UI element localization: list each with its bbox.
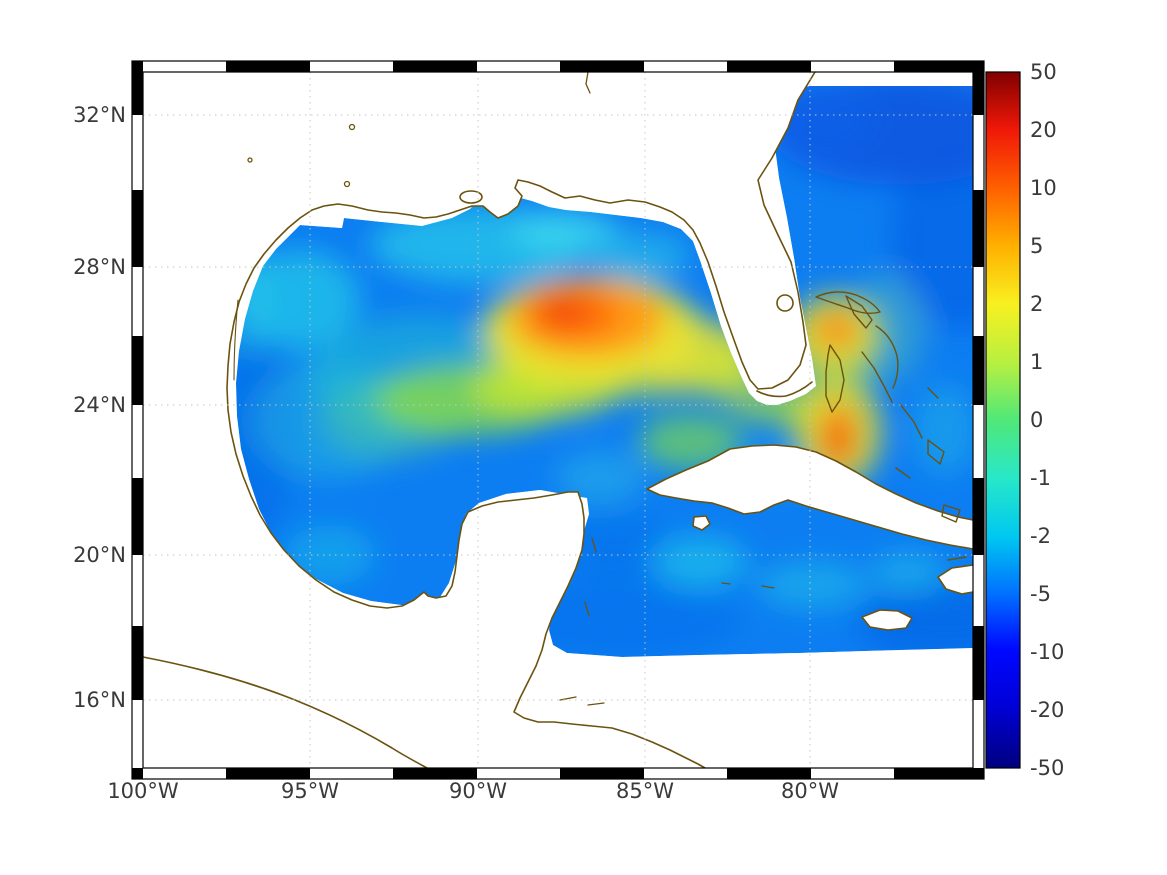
lon-tick-label: 85°W [616, 779, 674, 803]
colorbar-tick-labels: 50 20 10 5 2 1 0 -1 -2 -5 -10 -20 -50 [1030, 60, 1064, 780]
colorbar-tick-label: 50 [1030, 60, 1057, 84]
lat-tick-label: 20°N [73, 543, 126, 567]
colorbar-tick-label: -20 [1030, 698, 1064, 722]
lake-okeechobee [776, 294, 794, 312]
small-islands-and-lakes [247, 71, 775, 706]
colorbar-tick-label: -50 [1030, 756, 1064, 780]
lon-axis-labels: 100°W 95°W 90°W 85°W 80°W [107, 779, 839, 803]
colorbar-tick-label: -1 [1030, 466, 1051, 490]
lat-axis-labels: 32°N 28°N 24°N 20°N 16°N [73, 103, 126, 712]
colorbar-tick-label: -2 [1030, 524, 1051, 548]
colorbar-tick-label: 5 [1030, 234, 1043, 258]
colorbar-tick-label: 0 [1030, 408, 1043, 432]
graticule-layer [143, 72, 973, 768]
colorbar: 50 20 10 5 2 1 0 -1 -2 -5 -10 -20 -50 [985, 60, 1064, 780]
lon-tick-label: 90°W [449, 779, 507, 803]
coastline-texas-lagoon [233, 299, 239, 381]
coastline-florida-keys [756, 381, 813, 398]
coastline-layer [142, 71, 974, 769]
lat-tick-label: 24°N [73, 393, 126, 417]
land-cuba [647, 445, 973, 549]
lon-tick-label: 80°W [781, 779, 839, 803]
land-layer [143, 72, 973, 768]
colorbar-tick-label: -10 [1030, 640, 1064, 664]
lat-tick-label: 28°N [73, 255, 126, 279]
lon-tick-label: 95°W [281, 779, 339, 803]
colorbar-gradient [985, 71, 1021, 769]
frame-black-segments [132, 61, 984, 779]
colorbar-tick-label: 1 [1030, 350, 1043, 374]
coastline-isla-juventud [692, 515, 711, 531]
land-mainland-north-america [143, 72, 815, 768]
coastline-jamaica [861, 609, 913, 631]
lat-tick-label: 32°N [73, 103, 126, 127]
coastline-cuba [646, 444, 974, 550]
lat-tick-label: 16°N [73, 688, 126, 712]
lon-tick-label: 100°W [107, 779, 179, 803]
coastline-hispaniola [937, 556, 974, 595]
colorbar-tick-label: 10 [1030, 176, 1057, 200]
coastline-bahamas [815, 291, 961, 523]
land-jamaica [862, 610, 912, 630]
colorbar-tick-label: 2 [1030, 292, 1043, 316]
lake-pontchartrain [459, 190, 483, 204]
coastline-pacific-mexico [142, 656, 428, 769]
colorbar-tick-label: -5 [1030, 582, 1051, 606]
map-frame [131, 60, 985, 780]
colorbar-tick-label: 20 [1030, 118, 1057, 142]
